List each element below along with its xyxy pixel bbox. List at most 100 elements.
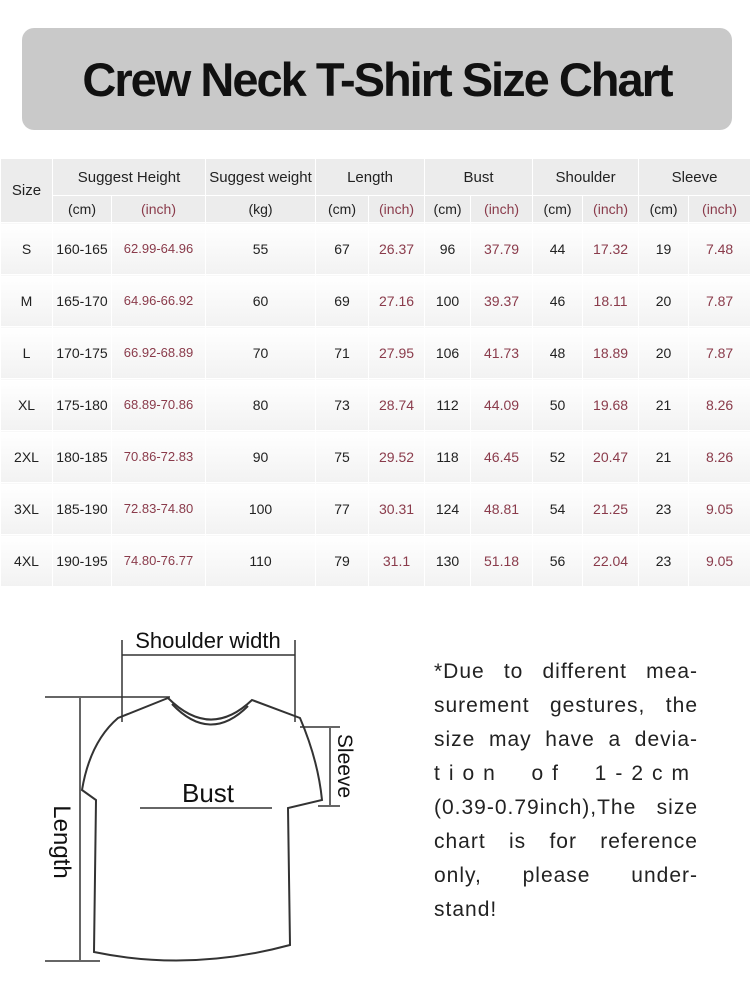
group-header: Length — [315, 158, 426, 196]
note-line: (0.39-0.79inch),The size — [434, 796, 698, 819]
value-cell: 50 — [532, 378, 584, 431]
value-cell: 20 — [638, 274, 690, 327]
value-cell: 37.79 — [470, 222, 534, 275]
value-cell: 180-185 — [52, 430, 112, 483]
value-cell: 70 — [205, 326, 317, 379]
value-cell: 46.45 — [470, 430, 534, 483]
value-cell: 60 — [205, 274, 317, 327]
note-line: chart is for reference — [434, 830, 698, 853]
note-line: *Due to different mea- — [434, 660, 698, 683]
value-cell: 44 — [532, 222, 584, 275]
value-cell: 175-180 — [52, 378, 112, 431]
value-cell: 52 — [532, 430, 584, 483]
value-cell: 41.73 — [470, 326, 534, 379]
unit-header: (inch) — [110, 195, 207, 223]
value-cell: 20 — [638, 326, 690, 379]
value-cell: 17.32 — [582, 222, 640, 275]
value-cell: 23 — [638, 482, 690, 535]
value-cell: 160-165 — [52, 222, 112, 275]
value-cell: 106 — [424, 326, 472, 379]
group-header: Shoulder — [532, 158, 640, 196]
size-cell: XL — [0, 378, 53, 431]
length-label: Length — [48, 805, 75, 878]
group-header: Sleeve — [638, 158, 750, 196]
value-cell: 18.11 — [582, 274, 640, 327]
size-cell: 2XL — [0, 430, 53, 483]
group-header: Bust — [424, 158, 534, 196]
note-line: only, please under- — [434, 864, 698, 887]
value-cell: 7.48 — [688, 222, 750, 275]
value-cell: 8.26 — [688, 430, 750, 483]
size-row: M 165-170 64.96-66.92 60 69 27.16 100 39.37 46 18… — [0, 274, 750, 327]
value-cell: 68.89-70.86 — [110, 378, 207, 431]
value-cell: 48.81 — [470, 482, 534, 535]
sleeve-label: Sleeve — [333, 734, 356, 798]
value-cell: 124 — [424, 482, 472, 535]
note-line: stand! — [434, 898, 498, 921]
size-row: 3XL 185-190 72.83-74.80 100 77 30.31 124 48.81 5… — [0, 482, 750, 535]
shoulder-label: Shoulder width — [135, 628, 281, 653]
value-cell: 100 — [424, 274, 472, 327]
note-line: surement gestures, the — [434, 694, 698, 717]
value-cell: 7.87 — [688, 274, 750, 327]
value-cell: 56 — [532, 534, 584, 587]
value-cell: 19.68 — [582, 378, 640, 431]
value-cell: 46 — [532, 274, 584, 327]
size-cell: 3XL — [0, 482, 53, 535]
value-cell: 79 — [315, 534, 370, 587]
header-row: Size Suggest Height Suggest weight Length Bu… — [0, 158, 750, 223]
value-cell: 130 — [424, 534, 472, 587]
value-cell: 74.80-76.77 — [110, 534, 207, 587]
bust-label: Bust — [182, 778, 235, 808]
value-cell: 26.37 — [368, 222, 426, 275]
value-cell: 67 — [315, 222, 370, 275]
value-cell: 23 — [638, 534, 690, 587]
value-cell: 27.95 — [368, 326, 426, 379]
value-cell: 75 — [315, 430, 370, 483]
unit-header: (cm) — [52, 195, 112, 223]
value-cell: 7.87 — [688, 326, 750, 379]
group-header: Suggest Height — [51, 158, 207, 196]
value-cell: 118 — [424, 430, 472, 483]
size-row: XL 175-180 68.89-70.86 80 73 28.74 112 44.09 50 1… — [0, 378, 750, 431]
size-cell: S — [0, 222, 53, 275]
value-cell: 21.25 — [582, 482, 640, 535]
value-cell: 72.83-74.80 — [110, 482, 207, 535]
size-row: 4XL 190-195 74.80-76.77 110 79 31.1 130 51.18 56… — [0, 534, 750, 587]
value-cell: 112 — [424, 378, 472, 431]
value-cell: 71 — [315, 326, 370, 379]
value-cell: 20.47 — [582, 430, 640, 483]
value-cell: 165-170 — [52, 274, 112, 327]
unit-header: (cm) — [315, 195, 370, 223]
note-line: size may have a devia- — [434, 728, 698, 751]
value-cell: 18.89 — [582, 326, 640, 379]
value-cell: 21 — [638, 378, 690, 431]
shirt-diagram: Shoulder width Bust Sleeve Length — [45, 628, 356, 962]
value-cell: 190-195 — [52, 534, 112, 587]
size-row: L 170-175 66.92-68.89 70 71 27.95 106 41.73 48 18… — [0, 326, 750, 379]
value-cell: 51.18 — [470, 534, 534, 587]
value-cell: 30.31 — [368, 482, 426, 535]
title: Crew Neck T-Shirt Size Chart — [82, 52, 673, 106]
unit-header: (inch) — [582, 195, 640, 223]
value-cell: 90 — [205, 430, 317, 483]
value-cell: 39.37 — [470, 274, 534, 327]
value-cell: 66.92-68.89 — [110, 326, 207, 379]
unit-header: (kg) — [205, 195, 317, 223]
value-cell: 80 — [205, 378, 317, 431]
size-table: Size Suggest Height Suggest weight Length Bu… — [0, 158, 750, 587]
value-cell: 54 — [532, 482, 584, 535]
value-cell: 9.05 — [688, 482, 750, 535]
value-cell: 31.1 — [368, 534, 426, 587]
value-cell: 70.86-72.83 — [110, 430, 207, 483]
value-cell: 48 — [532, 326, 584, 379]
value-cell: 21 — [638, 430, 690, 483]
unit-header: (cm) — [532, 195, 584, 223]
unit-header: (inch) — [688, 195, 750, 223]
value-cell: 73 — [315, 378, 370, 431]
value-cell: 62.99-64.96 — [110, 222, 207, 275]
value-cell: 100 — [205, 482, 317, 535]
value-cell: 44.09 — [470, 378, 534, 431]
value-cell: 8.26 — [688, 378, 750, 431]
unit-header: (inch) — [368, 195, 426, 223]
